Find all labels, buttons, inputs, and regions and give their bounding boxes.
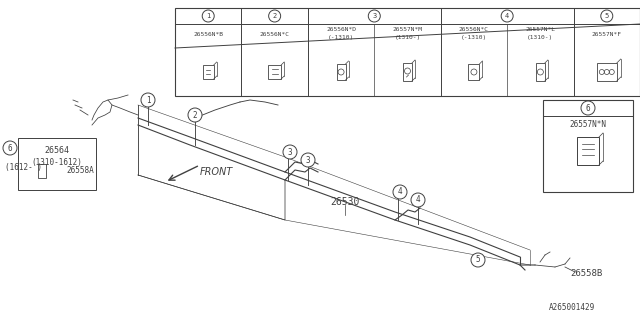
Text: 3: 3 [288,148,292,156]
Text: 26557N*M: 26557N*M [392,27,422,32]
Text: 3: 3 [306,156,310,164]
Circle shape [368,10,380,22]
Text: (1612- ): (1612- ) [5,163,42,172]
Bar [203,65,214,79]
Text: (-1310): (-1310) [461,35,487,40]
Text: 2: 2 [273,13,276,19]
Bar [468,64,479,80]
Bar [543,100,633,192]
Circle shape [411,193,425,207]
Text: 26564: 26564 [45,146,70,155]
Circle shape [471,253,485,267]
Text: (1310-1612): (1310-1612) [31,158,83,167]
Circle shape [581,101,595,115]
Bar [577,137,599,165]
Bar [337,64,346,80]
Text: (1310-): (1310-) [394,35,420,40]
Text: 3: 3 [372,13,376,19]
Text: FRONT: FRONT [200,167,233,177]
Circle shape [283,145,297,159]
Circle shape [393,185,407,199]
Bar [268,65,281,79]
Circle shape [141,93,155,107]
Text: 26557N*N: 26557N*N [570,120,607,129]
Bar [175,8,640,96]
Text: 26556N*D: 26556N*D [326,27,356,32]
Text: A265001429: A265001429 [548,303,595,312]
Text: 26556N*B: 26556N*B [193,32,223,37]
Text: 4: 4 [416,196,420,204]
Bar [536,63,545,81]
Text: 26558A: 26558A [67,165,94,174]
Circle shape [202,10,214,22]
Text: 5: 5 [476,255,480,265]
Text: 26557N*L: 26557N*L [525,27,556,32]
Circle shape [601,10,612,22]
Bar [596,63,617,81]
Text: 26556N*C: 26556N*C [459,27,489,32]
Bar [403,63,412,81]
Text: 1: 1 [146,95,150,105]
Text: 4: 4 [397,188,403,196]
Circle shape [188,108,202,122]
Text: 6: 6 [8,143,12,153]
Circle shape [301,153,315,167]
Text: 4: 4 [505,13,509,19]
Text: 26530: 26530 [330,197,360,207]
Text: 6: 6 [586,103,590,113]
Text: 26557N*F: 26557N*F [592,32,622,37]
Text: 26556N*C: 26556N*C [260,32,290,37]
Bar [18,138,96,190]
Text: (-1310): (-1310) [328,35,354,40]
Text: 5: 5 [605,13,609,19]
Circle shape [269,10,281,22]
Text: 2: 2 [193,110,197,119]
Bar [38,164,46,178]
Text: (1310-): (1310-) [527,35,554,40]
Circle shape [501,10,513,22]
Text: 1: 1 [206,13,211,19]
Circle shape [3,141,17,155]
Text: 26558B: 26558B [570,269,602,278]
